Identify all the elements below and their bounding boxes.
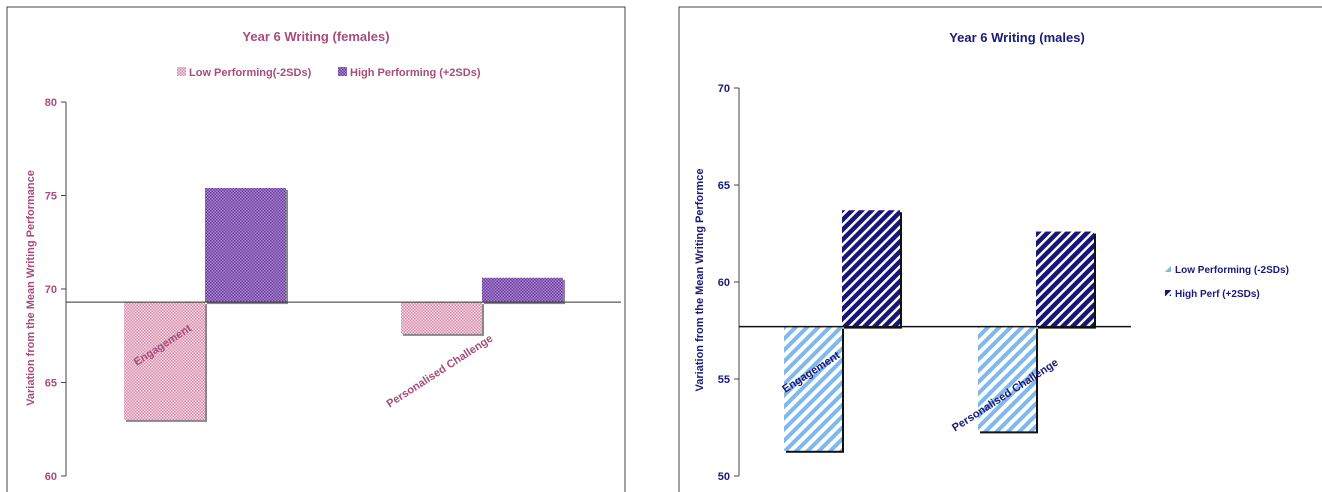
female-y-axis-label: Variation from the Mean Writing Performa… [25,170,37,406]
f-y-tick-label-1: 65 [45,378,57,390]
female-y-ticks: 60 65 70 75 80 [45,97,66,483]
m-y-tick-label-3: 65 [718,180,730,192]
m-bar-0-0 [784,326,842,451]
m-bar-1-1 [1036,231,1094,327]
m-y-tick-label-1: 55 [718,374,730,386]
f-y-tick-label-0: 60 [45,471,57,483]
male-legend-low-label: Low Performing (-2SDs) [1175,265,1289,276]
m-bar-0-1 [842,210,900,327]
male-y-axis-label: Variation from the Mean Writing Performc… [694,169,706,392]
female-chart-title: Year 6 Writing (females) [242,29,389,44]
male-y-ticks: 50 55 60 65 70 [718,83,739,483]
male-chart-title: Year 6 Writing (males) [949,30,1085,45]
f-bar-0-1 [205,188,286,303]
female-legend-high-label: High Performing (+2SDs) [350,67,481,79]
f-bar-1-0 [401,302,482,334]
male-legend-high-label: High Perf (+2SDs) [1175,289,1260,300]
female-chart-frame [6,6,626,492]
m-y-tick-label-0: 50 [718,471,730,483]
f-bar-1-1 [482,277,563,303]
f-y-tick-label-2: 70 [45,284,57,296]
female-legend-high-swatch [338,67,347,76]
female-legend-low-swatch [177,67,186,76]
m-y-tick-label-4: 70 [718,83,730,95]
male-chart: Year 6 Writing (males) Variation from th… [678,6,1322,492]
female-bars [124,188,565,422]
m-y-tick-label-2: 60 [718,277,730,289]
male-legend-high-swatch [1165,290,1171,296]
f-bar-0-0 [124,302,205,420]
male-bars [784,210,1096,453]
f-y-tick-label-4: 80 [45,97,57,109]
m-bar-1-0 [978,326,1036,432]
male-legend-low-swatch [1165,266,1171,272]
female-legend-low-label: Low Performing(-2SDs) [189,67,312,79]
female-chart: Year 6 Writing (females) Low Performing(… [6,6,626,492]
f-y-tick-label-3: 75 [45,191,57,203]
